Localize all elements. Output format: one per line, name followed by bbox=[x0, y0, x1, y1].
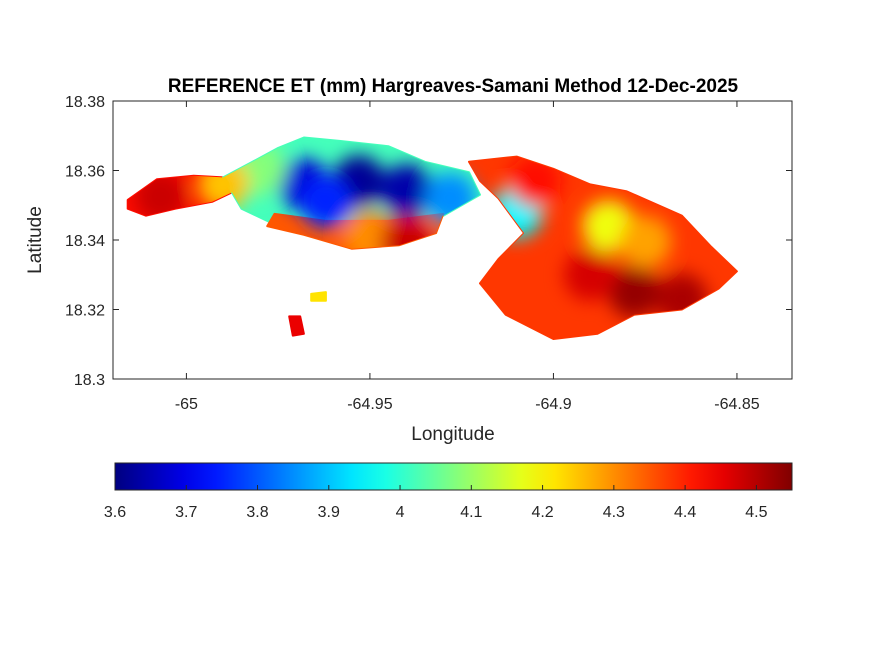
region-lagoon bbox=[310, 291, 327, 302]
x-tick-label: -64.9 bbox=[535, 396, 572, 413]
et-value-blob-10 bbox=[608, 266, 661, 319]
colorbar-tick-label: 3.6 bbox=[104, 504, 126, 521]
y-tick-label: 18.38 bbox=[65, 94, 105, 111]
colorbar-tick-label: 3.8 bbox=[246, 504, 268, 521]
x-axis-label: Longitude bbox=[411, 424, 494, 445]
colorbar-tick-label: 3.7 bbox=[175, 504, 197, 521]
et-value-blob-9 bbox=[619, 215, 672, 268]
y-tick-label: 18.34 bbox=[65, 233, 105, 250]
x-axis-ticks: -65 -64.95 -64.9 -64.85 bbox=[175, 101, 760, 413]
region-islet bbox=[288, 315, 305, 337]
colorbar-tick-label: 4.4 bbox=[674, 504, 696, 521]
y-tick-label: 18.3 bbox=[74, 372, 105, 389]
colorbar-tick-label: 4.2 bbox=[531, 504, 553, 521]
et-value-blob-13 bbox=[509, 154, 562, 207]
x-tick-label: -65 bbox=[175, 396, 198, 413]
colorbar-ticks: 3.6 3.7 3.8 3.9 4 4.1 4.2 4.3 4.4 4.5 bbox=[104, 485, 768, 521]
y-tick-label: 18.36 bbox=[65, 164, 105, 181]
y-axis-label: Latitude bbox=[25, 206, 46, 274]
y-axis-ticks: 18.3 18.32 18.34 18.36 18.38 bbox=[65, 94, 792, 389]
colorbar-tick-label: 4.5 bbox=[745, 504, 767, 521]
chart-title: REFERENCE ET (mm) Hargreaves-Samani Meth… bbox=[168, 76, 739, 97]
x-tick-label: -64.85 bbox=[714, 396, 759, 413]
et-value-blob-1 bbox=[380, 163, 433, 216]
et-value-blob-3 bbox=[299, 175, 352, 228]
y-tick-label: 18.32 bbox=[65, 303, 105, 320]
x-tick-label: -64.95 bbox=[347, 396, 392, 413]
colorbar bbox=[114, 462, 793, 491]
et-value-blob-12 bbox=[564, 248, 617, 301]
colorbar-tick-label: 4.1 bbox=[460, 504, 482, 521]
colorbar-tick-label: 4.3 bbox=[603, 504, 625, 521]
colorbar-tick-label: 4 bbox=[396, 504, 405, 521]
colorbar-tick-label: 3.9 bbox=[318, 504, 340, 521]
